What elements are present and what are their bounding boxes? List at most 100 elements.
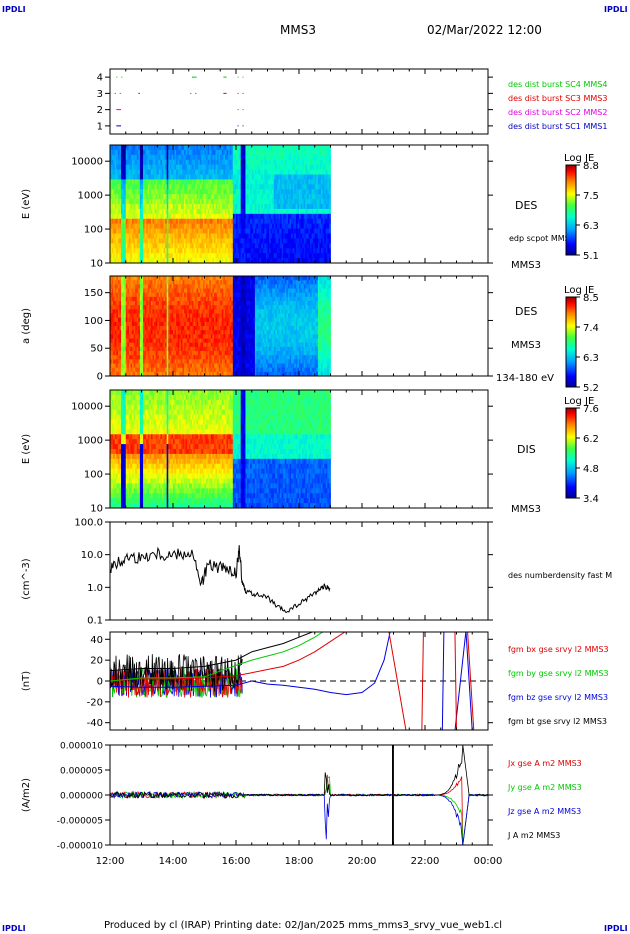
spectrogram-cell bbox=[132, 359, 135, 364]
spectrogram-cell bbox=[284, 218, 287, 225]
spectrogram-cell bbox=[161, 248, 164, 254]
spectrogram-cell bbox=[180, 223, 183, 229]
spectrogram-cell bbox=[141, 309, 144, 314]
spectrogram-cell bbox=[184, 184, 186, 190]
spectrogram-cell bbox=[299, 149, 301, 156]
spectrogram-cell bbox=[177, 280, 180, 285]
spectrogram-cell bbox=[217, 189, 220, 195]
spectrogram-cell bbox=[135, 284, 138, 289]
spectrogram-cell bbox=[124, 321, 127, 327]
spectrogram-cell bbox=[324, 145, 327, 151]
spectrogram-cell bbox=[223, 238, 226, 244]
spectrogram-cell bbox=[165, 223, 168, 229]
spectrogram-cell bbox=[150, 309, 153, 314]
spectrogram-cell bbox=[158, 334, 161, 339]
spectrogram-cell bbox=[171, 284, 174, 289]
spectrogram-cell bbox=[245, 238, 248, 244]
spectrogram-cell bbox=[191, 258, 194, 264]
spectrogram-cell bbox=[128, 248, 131, 254]
spectrogram-cell bbox=[299, 184, 301, 190]
spectrogram-cell bbox=[180, 334, 183, 339]
spectrogram-cell bbox=[169, 164, 172, 170]
spectrogram-cell bbox=[324, 233, 327, 239]
spectrogram-cell bbox=[305, 243, 308, 249]
spectrogram-cell bbox=[195, 296, 198, 302]
spectrogram-cell bbox=[154, 238, 157, 244]
spectrogram-cell bbox=[218, 164, 221, 170]
spectrogram-cell bbox=[276, 174, 279, 180]
spectrogram-cell bbox=[174, 313, 177, 319]
spectrogram-cell bbox=[133, 208, 136, 215]
spectrogram-cell bbox=[141, 296, 144, 302]
spectrogram-cell bbox=[251, 199, 254, 205]
spectrogram-cell bbox=[207, 159, 210, 166]
spectrogram-cell bbox=[182, 292, 185, 298]
spectrogram-cell bbox=[128, 238, 131, 244]
spectrogram-cell bbox=[155, 258, 158, 264]
spectrogram-cell bbox=[204, 248, 207, 254]
spectrogram-cell bbox=[185, 258, 188, 264]
spectrogram-cell bbox=[117, 317, 120, 323]
spectrogram-cell bbox=[166, 169, 169, 175]
spectrogram-cell bbox=[247, 145, 249, 151]
spectrogram-cell bbox=[199, 355, 202, 360]
spectrogram-cell bbox=[280, 159, 283, 166]
spectrogram-cell bbox=[154, 330, 157, 335]
spectrogram-cell bbox=[251, 243, 254, 249]
spectrogram-cell bbox=[310, 164, 312, 170]
spectrogram-cell bbox=[182, 276, 185, 281]
spectrogram-cell bbox=[295, 204, 298, 210]
spectrogram-cell bbox=[163, 169, 166, 175]
spectrogram-cell bbox=[303, 164, 306, 170]
spectrogram-cell bbox=[310, 218, 312, 225]
spectrogram-cell bbox=[138, 355, 141, 360]
spectrogram-cell bbox=[132, 321, 135, 327]
spectrogram-cell bbox=[270, 164, 273, 170]
spectrogram-cell bbox=[150, 359, 153, 364]
spectrogram-cell bbox=[291, 149, 294, 156]
spectrogram-cell bbox=[190, 145, 193, 151]
spectrogram-cell bbox=[300, 179, 303, 185]
spectrogram-cell bbox=[157, 223, 160, 229]
spectrogram-cell bbox=[272, 179, 275, 185]
spectrogram-cell bbox=[138, 359, 141, 364]
spectrogram-cell bbox=[184, 248, 186, 254]
spectrogram-cell bbox=[305, 194, 308, 200]
spectrogram-cell bbox=[314, 223, 317, 229]
spectrogram-cell bbox=[168, 296, 171, 302]
spectrogram-cell bbox=[287, 218, 290, 225]
spectrogram-cell bbox=[305, 258, 308, 264]
spectrogram-cell bbox=[177, 248, 180, 254]
spectrogram-cell bbox=[191, 296, 194, 302]
spectrogram-cell bbox=[143, 305, 146, 310]
spectrogram-cell bbox=[121, 208, 123, 215]
spectrogram-cell bbox=[124, 154, 127, 161]
spectrogram-cell bbox=[196, 238, 199, 244]
spectrogram-cell bbox=[150, 213, 153, 220]
spectrogram-cell bbox=[168, 346, 171, 352]
spectrogram-cell bbox=[250, 145, 253, 151]
spectrogram-cell bbox=[168, 149, 171, 156]
spectrogram-cell bbox=[276, 213, 279, 220]
spectrogram-cell bbox=[327, 248, 330, 254]
spectrogram-cell bbox=[163, 280, 166, 285]
spectrogram-cell bbox=[204, 218, 207, 225]
spectrogram-cell bbox=[204, 184, 207, 190]
spectrogram-cell bbox=[122, 233, 125, 239]
spectrogram-cell bbox=[265, 223, 268, 229]
spectrogram-cell bbox=[284, 258, 287, 264]
spectrogram-cell bbox=[114, 174, 117, 180]
spectrogram-cell bbox=[297, 213, 300, 220]
spectrogram-cell bbox=[322, 228, 325, 234]
spectrogram-cell bbox=[265, 145, 268, 151]
spectrogram-cell bbox=[147, 204, 150, 210]
spectrogram-cell bbox=[261, 233, 264, 239]
spectrogram-cell bbox=[245, 149, 248, 156]
spectrogram-cell bbox=[184, 208, 186, 215]
spectrogram-cell bbox=[174, 371, 177, 377]
spectrogram-cell bbox=[130, 371, 133, 377]
spectrogram-cell bbox=[201, 326, 204, 331]
spectrogram-cell bbox=[119, 371, 122, 377]
spectrogram-cell bbox=[117, 213, 120, 220]
spectrogram-cell bbox=[202, 301, 205, 306]
